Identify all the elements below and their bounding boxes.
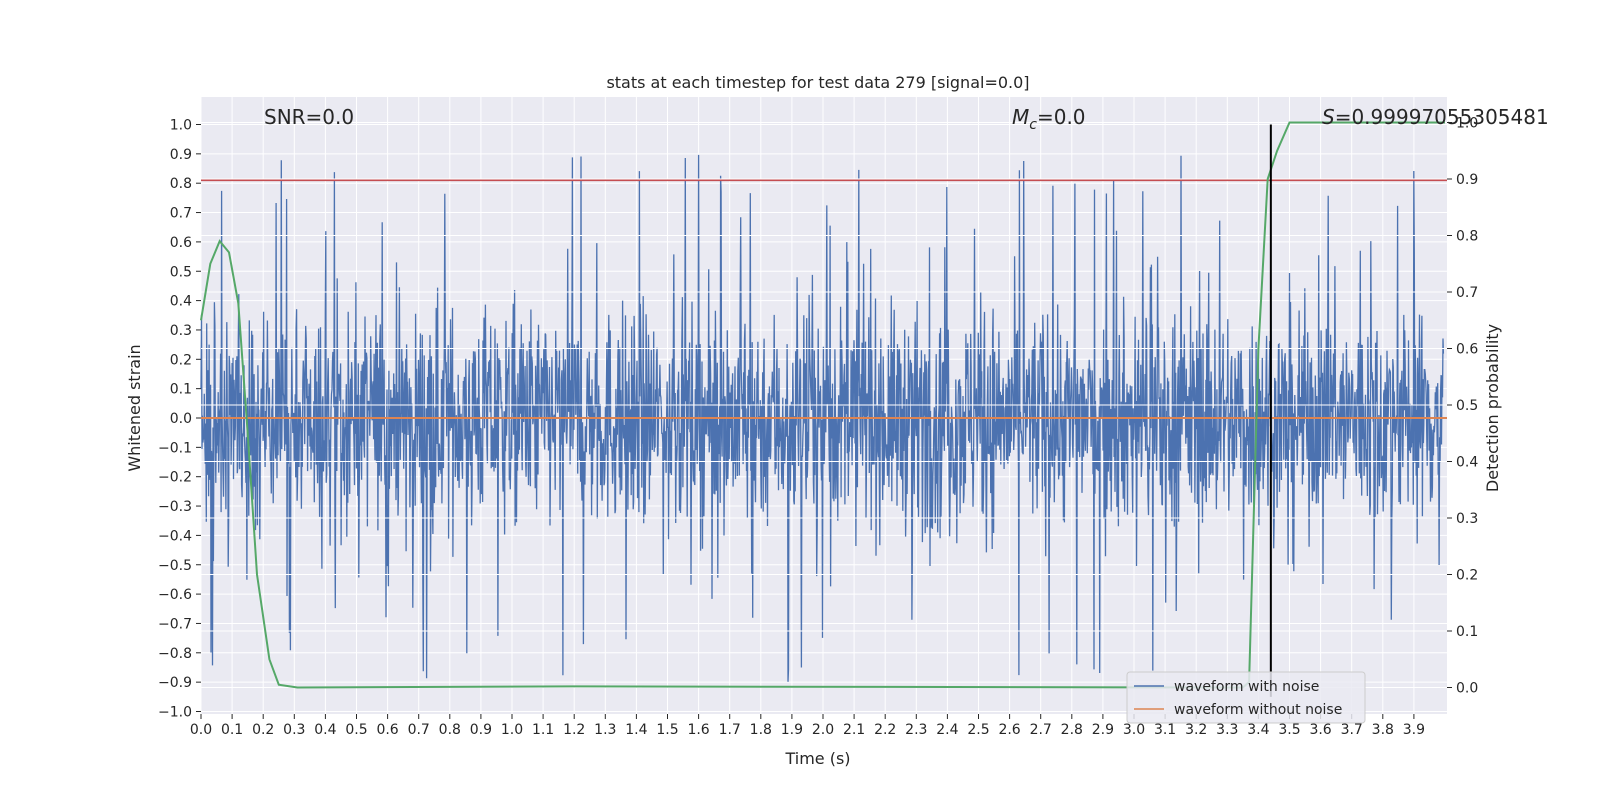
score-symbol: S [1322, 105, 1335, 129]
y-right-tick-label: 0.2 [1456, 568, 1478, 584]
x-tick-label: 0.2 [252, 722, 274, 738]
x-tick-label: 3.3 [1216, 722, 1238, 738]
x-tick-label: 3.7 [1341, 722, 1363, 738]
x-tick-label: 2.8 [1061, 722, 1083, 738]
y-tick-label: −1.0 [158, 705, 192, 721]
x-tick-label: 0.3 [283, 722, 305, 738]
x-tick-label: 3.4 [1247, 722, 1269, 738]
x-tick-label: 2.5 [967, 722, 989, 738]
x-tick-label: 1.4 [625, 722, 647, 738]
overlay-lines [200, 121, 1447, 697]
x-tick-label: 3.5 [1278, 722, 1300, 738]
x-tick-label: 0.8 [439, 722, 461, 738]
legend-label-clean: waveform without noise [1174, 702, 1342, 718]
score-value: =0.99997055305481 [1335, 105, 1549, 129]
x-tick-label: 0.6 [376, 722, 398, 738]
y-right-tick-label: 0.6 [1456, 342, 1478, 358]
ticks: 0.0 0.1 0.2 0.3 0.4 0.5 0.6 0.7 0.8 0.9 1.0 1.1 1.2 1… [158, 116, 1478, 739]
y-right-tick-label: 0.1 [1456, 624, 1478, 640]
chirp-mass-subscript: c [1029, 117, 1037, 133]
x-tick-label: 1.6 [687, 722, 709, 738]
y-tick-label: 0.8 [170, 176, 192, 192]
y-right-tick-label: 1.0 [1456, 116, 1478, 132]
x-tick-label: 3.2 [1185, 722, 1207, 738]
score-annotation: S=0.99997055305481 [1322, 105, 1549, 129]
x-tick-label: 1.3 [594, 722, 616, 738]
y-tick-label: −0.4 [158, 528, 192, 544]
noisy-waveform-line [200, 154, 1445, 682]
y-right-tick-label: 0.0 [1456, 681, 1478, 697]
x-tick-label: 0.7 [408, 722, 430, 738]
y-tick-label: −0.5 [158, 558, 192, 574]
y-right-tick-label: 0.9 [1456, 172, 1478, 188]
y-right-tick-label: 0.8 [1456, 229, 1478, 245]
x-tick-label: 2.0 [812, 722, 834, 738]
y-tick-label: −0.9 [158, 675, 192, 691]
y-tick-label: −0.1 [158, 440, 192, 456]
y-tick-label: 0.6 [170, 235, 192, 251]
x-tick-label: 0.5 [345, 722, 367, 738]
x-tick-label: 1.1 [532, 722, 554, 738]
y-axis-label: Whitened strain [125, 344, 144, 471]
y-tick-label: 0.7 [170, 206, 192, 222]
x-tick-label: 2.3 [905, 722, 927, 738]
x-tick-label: 1.9 [781, 722, 803, 738]
y-right-tick-label: 0.3 [1456, 511, 1478, 527]
x-tick-label: 3.8 [1372, 722, 1394, 738]
x-tick-label: 0.4 [314, 722, 336, 738]
y-tick-label: −0.3 [158, 499, 192, 515]
x-tick-label: 2.2 [874, 722, 896, 738]
y-axis-right-label: Detection probability [1483, 324, 1502, 492]
x-tick-label: 1.0 [501, 722, 523, 738]
x-tick-label: 0.1 [221, 722, 243, 738]
y-tick-label: −0.7 [158, 616, 192, 632]
legend: waveform with noise waveform without noi… [1126, 671, 1366, 724]
x-tick-label: 2.1 [843, 722, 865, 738]
x-tick-label: 2.9 [1092, 722, 1114, 738]
x-tick-label: 2.6 [998, 722, 1020, 738]
y-tick-label: −0.8 [158, 646, 192, 662]
x-tick-label: 1.2 [563, 722, 585, 738]
y-tick-label: 0.3 [170, 323, 192, 339]
chart-title: stats at each timestep for test data 279… [606, 73, 1029, 92]
detection-probability-line [200, 121, 1445, 689]
x-tick-label: 0.0 [190, 722, 212, 738]
x-tick-label: 3.9 [1403, 722, 1425, 738]
x-axis-label: Time (s) [784, 749, 850, 768]
x-tick-label: 3.1 [1154, 722, 1176, 738]
chirp-mass-annotation: Mc=0.0 [1012, 105, 1086, 133]
x-tick-label: 1.8 [750, 722, 772, 738]
x-tick-label: 1.5 [656, 722, 678, 738]
y-right-tick-label: 0.4 [1456, 455, 1478, 471]
snr-annotation: SNR=0.0 [264, 105, 354, 129]
x-tick-label: 2.7 [1030, 722, 1052, 738]
y-tick-label: −0.2 [158, 470, 192, 486]
chirp-mass-value: =0.0 [1037, 105, 1086, 129]
x-tick-label: 0.9 [470, 722, 492, 738]
y-tick-label: 0.1 [170, 382, 192, 398]
y-right-tick-label: 0.7 [1456, 285, 1478, 301]
noisy-waveform-series [200, 154, 1445, 682]
y-tick-label: −0.6 [158, 587, 192, 603]
legend-box [1126, 671, 1366, 724]
x-tick-label: 3.6 [1309, 722, 1331, 738]
y-right-tick-label: 0.5 [1456, 398, 1478, 414]
y-tick-label: 0.9 [170, 147, 192, 163]
x-tick-label: 1.7 [719, 722, 741, 738]
chirp-mass-symbol: M [1012, 105, 1029, 129]
y-tick-label: 0.2 [170, 352, 192, 368]
legend-label-noisy: waveform with noise [1174, 679, 1319, 695]
y-tick-label: 0.5 [170, 264, 192, 280]
y-tick-label: 0.4 [170, 294, 192, 310]
x-tick-label: 2.4 [936, 722, 958, 738]
y-tick-label: 1.0 [170, 118, 192, 134]
x-tick-label: 3.0 [1123, 722, 1145, 738]
y-tick-label: 0.0 [170, 411, 192, 427]
